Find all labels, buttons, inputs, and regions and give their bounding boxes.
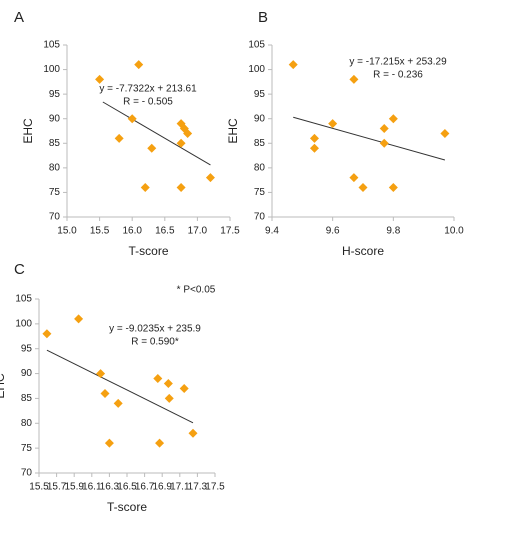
y-tick-label: 85 bbox=[21, 393, 33, 404]
trendline bbox=[102, 101, 211, 166]
data-point bbox=[74, 314, 84, 324]
y-tick-label: 95 bbox=[254, 89, 266, 100]
x-tick-label: 16.0 bbox=[122, 226, 142, 237]
x-tick-label: 17.0 bbox=[188, 226, 208, 237]
equation: y = -9.0235x + 235.9 bbox=[109, 324, 201, 335]
data-point bbox=[113, 398, 123, 408]
x-axis-label: T-score bbox=[107, 500, 147, 514]
x-tick-label: 17.1 bbox=[170, 482, 190, 493]
y-tick-label: 105 bbox=[15, 294, 32, 305]
trendline bbox=[46, 349, 194, 424]
y-tick-label: 90 bbox=[49, 113, 61, 124]
y-tick-label: 95 bbox=[21, 343, 33, 354]
y-tick-label: 100 bbox=[248, 64, 265, 75]
data-point bbox=[104, 438, 114, 448]
data-point bbox=[349, 173, 359, 183]
panel-label: A bbox=[14, 9, 24, 26]
y-tick-label: 90 bbox=[254, 113, 266, 124]
data-point bbox=[179, 383, 189, 393]
x-tick-label: 17.5 bbox=[220, 226, 240, 237]
data-point bbox=[95, 74, 105, 84]
y-axis-label: EHC bbox=[21, 118, 35, 144]
x-tick-label: 16.9 bbox=[152, 482, 172, 493]
data-point bbox=[183, 128, 193, 138]
x-tick-label: 16.1 bbox=[82, 482, 102, 493]
data-point bbox=[205, 173, 215, 183]
data-point bbox=[153, 374, 163, 384]
panel-label: C bbox=[14, 261, 25, 278]
x-tick-label: 15.7 bbox=[47, 482, 67, 493]
trendline bbox=[293, 116, 446, 161]
data-point bbox=[134, 60, 144, 70]
data-point bbox=[176, 183, 186, 193]
equation: y = -17.215x + 253.29 bbox=[349, 57, 447, 68]
x-tick-label: 16.5 bbox=[117, 482, 137, 493]
y-tick-label: 105 bbox=[248, 40, 265, 51]
data-point bbox=[127, 114, 137, 124]
y-axis-label: EHC bbox=[0, 373, 7, 399]
x-tick-label: 15.5 bbox=[29, 482, 49, 493]
x-tick-label: 10.0 bbox=[444, 226, 464, 237]
x-tick-label: 17.3 bbox=[188, 482, 208, 493]
data-point bbox=[176, 138, 186, 148]
r-value: R = - 0.505 bbox=[123, 97, 173, 108]
y-tick-label: 85 bbox=[254, 138, 266, 149]
x-tick-label: 17.5 bbox=[205, 482, 225, 493]
data-point bbox=[309, 143, 319, 153]
x-tick-label: 16.7 bbox=[135, 482, 155, 493]
y-tick-label: 105 bbox=[43, 40, 60, 51]
data-point bbox=[140, 183, 150, 193]
data-point bbox=[379, 138, 389, 148]
x-tick-label: 9.4 bbox=[265, 226, 279, 237]
data-point bbox=[388, 183, 398, 193]
x-tick-label: 15.5 bbox=[90, 226, 110, 237]
data-point bbox=[114, 133, 124, 143]
data-point bbox=[164, 393, 174, 403]
data-point bbox=[309, 133, 319, 143]
data-point bbox=[96, 369, 106, 379]
data-point bbox=[147, 143, 157, 153]
x-tick-label: 15.0 bbox=[57, 226, 77, 237]
y-tick-label: 80 bbox=[49, 162, 61, 173]
y-tick-label: 75 bbox=[21, 443, 33, 454]
x-tick-label: 15.9 bbox=[64, 482, 84, 493]
data-point bbox=[349, 74, 359, 84]
y-tick-label: 100 bbox=[43, 64, 60, 75]
x-axis-label: H-score bbox=[342, 244, 384, 258]
significance-note: * P<0.05 bbox=[177, 285, 216, 296]
data-point bbox=[42, 329, 52, 339]
y-tick-label: 75 bbox=[49, 187, 61, 198]
data-point bbox=[440, 128, 450, 138]
y-tick-label: 70 bbox=[21, 468, 33, 479]
data-point bbox=[388, 114, 398, 124]
x-tick-label: 9.6 bbox=[326, 226, 340, 237]
data-point bbox=[100, 388, 110, 398]
y-tick-label: 80 bbox=[254, 162, 266, 173]
panel-label: B bbox=[258, 9, 268, 26]
data-point bbox=[155, 438, 165, 448]
x-tick-label: 16.3 bbox=[100, 482, 120, 493]
y-tick-label: 100 bbox=[15, 318, 32, 329]
y-tick-label: 70 bbox=[49, 212, 61, 223]
x-tick-label: 16.5 bbox=[155, 226, 175, 237]
data-point bbox=[163, 379, 173, 389]
data-point bbox=[379, 124, 389, 134]
data-point bbox=[328, 119, 338, 129]
equation: y = -7.7322x + 213.61 bbox=[99, 84, 197, 95]
data-point bbox=[188, 428, 198, 438]
data-point bbox=[288, 60, 298, 70]
y-tick-label: 75 bbox=[254, 187, 266, 198]
y-tick-label: 70 bbox=[254, 212, 266, 223]
r-value: R = 0.590* bbox=[131, 337, 179, 348]
r-value: R = - 0.236 bbox=[373, 70, 423, 81]
y-tick-label: 80 bbox=[21, 418, 33, 429]
data-point bbox=[358, 183, 368, 193]
y-tick-label: 90 bbox=[21, 368, 33, 379]
y-tick-label: 85 bbox=[49, 138, 61, 149]
y-axis-label: EHC bbox=[226, 118, 240, 144]
x-tick-label: 9.8 bbox=[386, 226, 400, 237]
x-axis-label: T-score bbox=[128, 244, 168, 258]
y-tick-label: 95 bbox=[49, 89, 61, 100]
